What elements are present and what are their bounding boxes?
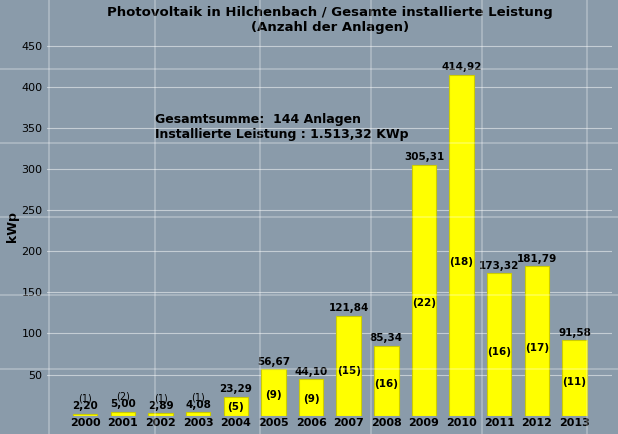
Bar (336, 316, 361, 416)
Text: (22): (22) (412, 298, 436, 308)
Y-axis label: kWp: kWp (6, 211, 19, 242)
Text: (9): (9) (265, 390, 282, 400)
Bar (412, 164, 436, 416)
Bar (148, 413, 173, 416)
Text: 23,29: 23,29 (219, 384, 252, 394)
Bar (73, 414, 98, 416)
Text: 2,89: 2,89 (148, 401, 173, 411)
Bar (374, 345, 399, 416)
Text: 4,08: 4,08 (185, 400, 211, 410)
Text: 305,31: 305,31 (404, 152, 444, 162)
Text: (15): (15) (337, 365, 361, 375)
Bar (224, 397, 248, 416)
Bar (111, 411, 135, 416)
Bar (525, 266, 549, 416)
Text: (1): (1) (192, 392, 205, 402)
Text: 85,34: 85,34 (370, 333, 403, 343)
Text: 5,00: 5,00 (110, 399, 136, 409)
Text: (11): (11) (562, 377, 586, 387)
Text: 2,20: 2,20 (72, 401, 98, 411)
Text: (16): (16) (487, 346, 511, 357)
Text: 181,79: 181,79 (517, 254, 557, 264)
Text: 56,67: 56,67 (257, 357, 290, 367)
Text: 121,84: 121,84 (329, 303, 369, 313)
Text: 44,10: 44,10 (294, 367, 328, 377)
Title: Photovoltaik in Hilchenbach / Gesamte installierte Leistung
(Anzahl der Anlagen): Photovoltaik in Hilchenbach / Gesamte in… (107, 6, 552, 33)
Text: 91,58: 91,58 (558, 328, 591, 338)
Text: (5): (5) (227, 402, 244, 412)
Text: (17): (17) (525, 343, 549, 353)
Text: (2): (2) (116, 392, 130, 402)
Text: (9): (9) (303, 395, 320, 404)
Bar (449, 75, 474, 416)
Text: 414,92: 414,92 (441, 62, 482, 72)
Text: (1): (1) (154, 394, 167, 404)
Text: (16): (16) (375, 379, 399, 389)
Text: 173,32: 173,32 (479, 261, 520, 271)
Text: (18): (18) (450, 257, 473, 267)
Bar (299, 379, 323, 416)
Text: Gesamtsumme:  144 Anlagen
Installierte Leistung : 1.513,32 KWp: Gesamtsumme: 144 Anlagen Installierte Le… (154, 113, 408, 141)
Bar (261, 369, 286, 416)
Bar (562, 340, 586, 416)
Text: (1): (1) (78, 394, 92, 404)
Bar (186, 412, 210, 416)
Bar (487, 273, 512, 416)
